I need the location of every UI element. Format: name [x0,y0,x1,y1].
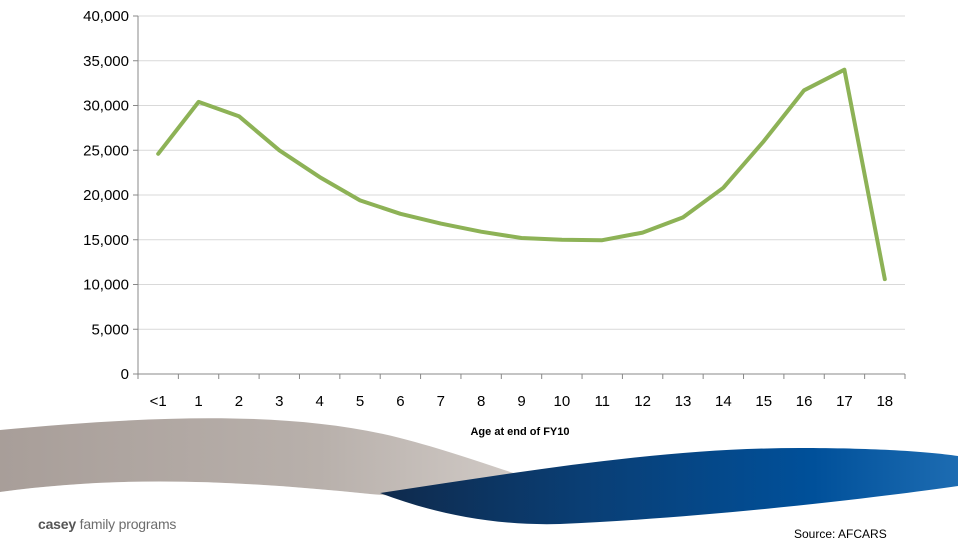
data-point [399,213,401,215]
y-axis-ticks: 0 5,000 10,000 15,000 20,000 25,000 30,000 35,0… [83,8,138,383]
data-point [803,89,805,91]
x-tick-label: 11 [594,393,610,410]
x-tick-label: 13 [675,393,692,410]
data-point [884,278,886,280]
data-point [359,199,361,201]
gridlines [138,15,905,330]
x-tick-label: 16 [796,393,813,410]
y-tick-label: 30,000 [83,98,129,115]
x-tick-label: 5 [356,393,364,410]
y-tick-label: 0 [121,366,129,383]
series-line [156,67,887,282]
x-axis-title: Age at end of FY10 [470,426,569,438]
y-tick-label: 5,000 [91,321,129,338]
data-point [238,115,240,117]
x-tick-label: 10 [554,393,571,410]
data-point [319,176,321,178]
y-tick-label: 25,000 [83,142,129,159]
y-tick-label: 35,000 [83,53,129,70]
x-tick-label: 17 [836,393,853,410]
data-point [763,140,765,142]
swoosh-gray-shape [0,418,580,498]
x-tick-label: 18 [876,393,893,410]
series-lines [156,67,887,282]
x-tick-label: 15 [755,393,772,410]
data-point [642,232,644,234]
y-tick-label: 40,000 [83,8,129,25]
data-point [601,239,603,241]
x-tick-label: 9 [517,393,525,410]
brand-name-bold: casey [38,516,76,532]
x-tick-label: 7 [437,393,445,410]
data-point [561,239,563,241]
data-point [682,216,684,218]
brand-logo-text: casey family programs [38,516,176,532]
brand-name-rest: family programs [75,516,177,532]
data-point [521,237,522,239]
x-tick-label: 3 [275,393,283,410]
data-point [722,187,724,189]
x-tick-label: 2 [235,393,243,410]
swoosh-gray-highlight [0,481,370,508]
data-point [198,101,200,103]
x-tick-label: 8 [477,393,485,410]
data-point [278,149,280,151]
x-tick-label: 12 [634,393,651,410]
x-tick-label: 4 [315,393,323,410]
swoosh-blue-shape [380,448,958,525]
data-point [843,69,845,71]
data-point [157,153,159,155]
y-tick-label: 10,000 [83,277,129,294]
x-axis-ticks: <1 1 2 3 4 5 6 7 8 9 10 11 12 13 14 15 16 17 18 [137,374,906,410]
x-tick-label: <1 [150,393,167,410]
data-point [440,223,442,225]
y-tick-label: 20,000 [83,187,129,204]
x-tick-label: 14 [715,393,732,410]
data-point [480,231,482,233]
x-tick-label: 6 [396,393,404,410]
x-tick-label: 1 [194,393,202,410]
source-note: Source: AFCARS [794,527,887,541]
y-tick-label: 15,000 [83,232,129,249]
